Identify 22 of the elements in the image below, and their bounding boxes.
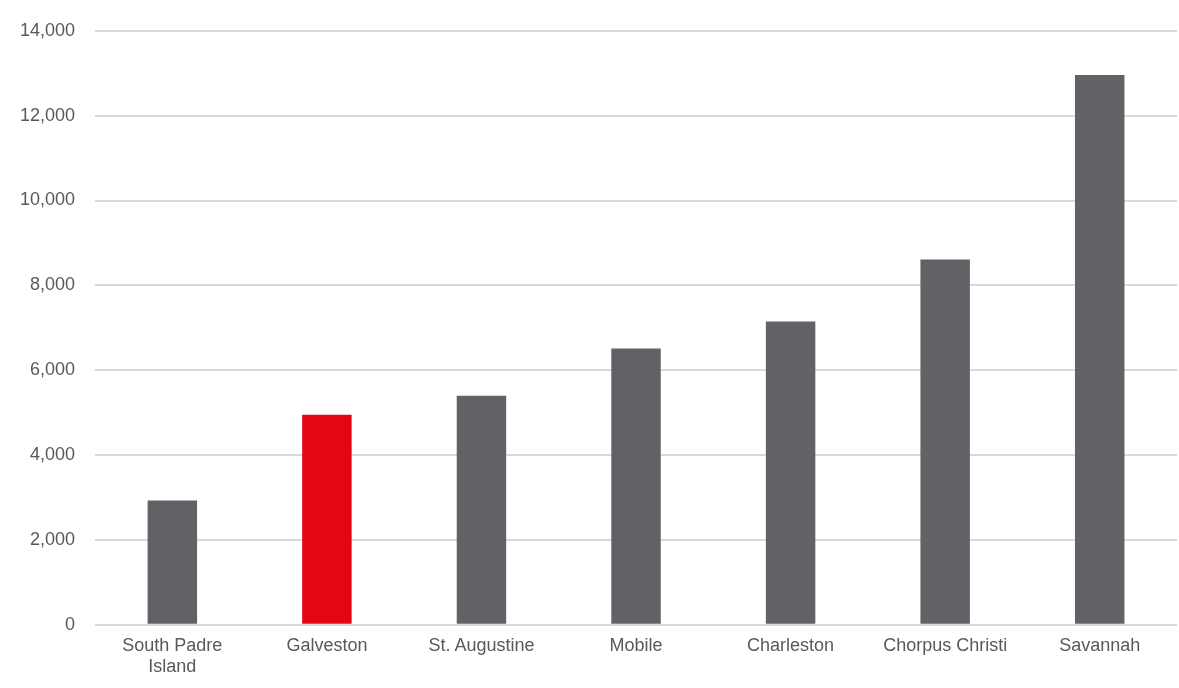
bar [302,414,352,624]
bar [765,321,816,624]
x-tick-label: St. Augustine [428,634,535,655]
y-tick-label: 4,000 [30,444,76,465]
y-tick-label: 8,000 [30,274,76,295]
y-tick-label: 10,000 [19,189,76,210]
y-tick-label: 14,000 [19,19,76,40]
x-tick-label: Savannah [1059,634,1141,655]
y-tick-label: 6,000 [30,359,76,380]
x-tick-label: Charleston [747,634,835,655]
bar [920,259,970,624]
x-tick-label: South Padre Island [122,634,223,677]
bar [611,348,661,624]
x-tick-label: Mobile [609,634,663,655]
x-tick-label: Chorpus Christi [883,634,1008,655]
bar [456,395,507,624]
y-tick-label: 0 [65,613,76,634]
y-tick-label: 12,000 [19,104,76,125]
x-tick-label: Galveston [286,634,368,655]
bar [1074,74,1125,624]
y-tick-label: 2,000 [30,528,76,549]
bar [147,500,198,624]
